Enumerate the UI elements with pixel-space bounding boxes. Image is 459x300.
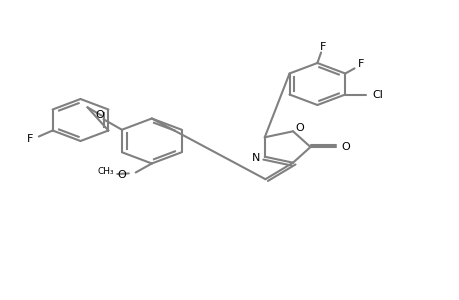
Text: O: O <box>117 170 126 181</box>
Text: F: F <box>27 134 34 144</box>
Text: O: O <box>295 123 304 133</box>
Text: CH₃: CH₃ <box>97 167 114 176</box>
Text: N: N <box>252 153 260 163</box>
Text: O: O <box>341 142 350 152</box>
Text: Cl: Cl <box>371 89 382 100</box>
Text: F: F <box>319 42 326 52</box>
Text: F: F <box>358 58 364 69</box>
Text: O: O <box>95 110 104 120</box>
